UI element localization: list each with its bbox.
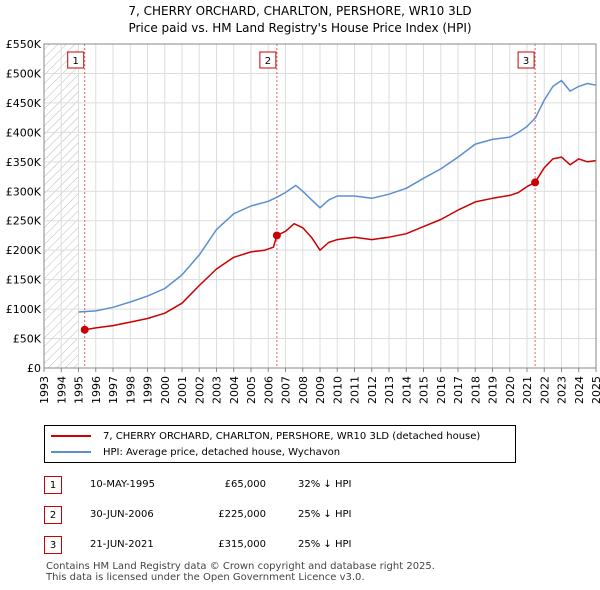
- x-tick-label: 2001: [176, 376, 189, 404]
- transaction-point: [272, 231, 281, 240]
- transaction-badge: 2: [44, 506, 62, 524]
- transaction-hpi-diff: 25% ↓ HPI: [298, 539, 352, 550]
- x-tick-label: 2004: [228, 376, 241, 404]
- legend-swatch-hpi: [51, 451, 91, 453]
- x-tick-label: 1996: [90, 376, 103, 404]
- transaction-date: 30-JUN-2006: [90, 509, 154, 520]
- y-tick-label: £200K: [6, 244, 42, 257]
- y-tick-label: £450K: [6, 97, 42, 110]
- transaction-hpi-diff: 25% ↓ HPI: [298, 509, 352, 520]
- transaction-point: [80, 325, 89, 334]
- hpi-series-line: [78, 79, 597, 313]
- footer-copyright: Contains HM Land Registry data © Crown c…: [46, 561, 435, 572]
- x-tick-label: 1993: [38, 376, 51, 404]
- transaction-label-box: [67, 51, 85, 69]
- x-tick-label: 2007: [280, 376, 293, 404]
- y-tick-label: £0: [27, 362, 41, 375]
- x-tick-label: 2011: [349, 376, 362, 404]
- x-tick-label: 2006: [262, 376, 275, 404]
- y-tick-label: £400K: [6, 126, 42, 139]
- chart-title: 7, CHERRY ORCHARD, CHARLTON, PERSHORE, W…: [128, 4, 472, 18]
- footer-license: This data is licensed under the Open Gov…: [46, 572, 365, 583]
- chart-subtitle: Price paid vs. HM Land Registry's House …: [128, 21, 472, 35]
- transaction-label-box: [259, 51, 277, 69]
- transaction-label: 3: [523, 56, 529, 67]
- x-tick-label: 1999: [142, 376, 155, 404]
- x-tick-label: 2000: [159, 376, 172, 404]
- x-tick-label: 2014: [400, 376, 413, 404]
- price-chart: 1 2 3 £0 £50K £100K £150K £200K £250K £300K £350K…: [6, 38, 600, 404]
- legend-item-hpi: HPI: Average price, detached house, Wych…: [51, 444, 340, 460]
- x-tick-label: 2016: [435, 376, 448, 404]
- x-tick-label: 2010: [331, 376, 344, 404]
- y-tick-label: £150K: [6, 274, 42, 287]
- transaction-date: 21-JUN-2021: [90, 539, 154, 550]
- x-tick-label: 2024: [573, 376, 586, 404]
- x-tick-label: 1994: [55, 376, 68, 404]
- x-tick-label: 2018: [469, 376, 482, 404]
- y-tick-label: £350K: [6, 156, 42, 169]
- x-tick-label: 2003: [211, 376, 224, 404]
- x-tick-label: 2012: [366, 376, 379, 404]
- y-tick-label: £100K: [6, 303, 42, 316]
- transaction-date: 10-MAY-1995: [90, 479, 156, 490]
- transaction-label: 2: [265, 56, 271, 67]
- transaction-price: £225,000: [218, 509, 266, 520]
- y-tick-label: £50K: [13, 333, 42, 346]
- x-tick-label: 2023: [556, 376, 569, 404]
- transaction-hpi-diff: 32% ↓ HPI: [298, 479, 352, 490]
- transaction-label-box: [517, 51, 535, 69]
- x-tick-label: 2021: [521, 376, 534, 404]
- x-tick-label: 1997: [107, 376, 120, 404]
- legend-swatch-property: [51, 435, 91, 437]
- legend-label-property: 7, CHERRY ORCHARD, CHARLTON, PERSHORE, W…: [103, 430, 481, 442]
- x-tick-label: 2013: [383, 376, 396, 404]
- x-tick-label: 2022: [538, 376, 551, 404]
- table-row: 2 30-JUN-2006 £225,000 25% ↓ HPI: [44, 506, 444, 526]
- x-tick-label: 1995: [73, 376, 86, 404]
- y-tick-label: £300K: [6, 185, 42, 198]
- transaction-price: £315,000: [218, 539, 266, 550]
- x-tick-label: 2002: [193, 376, 206, 404]
- property-series-line: [84, 156, 597, 331]
- x-tick-label: 2025: [590, 376, 600, 404]
- transaction-label: 1: [73, 56, 79, 67]
- x-tick-label: 2020: [504, 376, 517, 404]
- transaction-price: £65,000: [224, 479, 266, 490]
- y-tick-label: £500K: [6, 67, 42, 80]
- footer: Contains HM Land Registry data © Crown c…: [46, 561, 435, 583]
- y-tick-label: £550K: [6, 38, 42, 51]
- x-tick-label: 2019: [487, 376, 500, 404]
- legend-item-property: 7, CHERRY ORCHARD, CHARLTON, PERSHORE, W…: [51, 428, 480, 444]
- x-tick-label: 2009: [314, 376, 327, 404]
- transaction-point: [531, 178, 540, 187]
- legend-label-hpi: HPI: Average price, detached house, Wych…: [103, 446, 341, 458]
- transaction-badge: 3: [44, 536, 62, 554]
- x-tick-label: 2017: [452, 376, 465, 404]
- transaction-badge: 1: [44, 476, 62, 494]
- table-row: 1 10-MAY-1995 £65,000 32% ↓ HPI: [44, 476, 444, 496]
- chart-legend: 7, CHERRY ORCHARD, CHARLTON, PERSHORE, W…: [44, 425, 516, 463]
- x-tick-label: 1998: [124, 376, 137, 404]
- x-tick-label: 2015: [418, 376, 431, 404]
- x-tick-label: 2005: [245, 376, 258, 404]
- x-tick-label: 2008: [297, 376, 310, 404]
- y-tick-label: £250K: [6, 215, 42, 228]
- table-row: 3 21-JUN-2021 £315,000 25% ↓ HPI: [44, 536, 444, 556]
